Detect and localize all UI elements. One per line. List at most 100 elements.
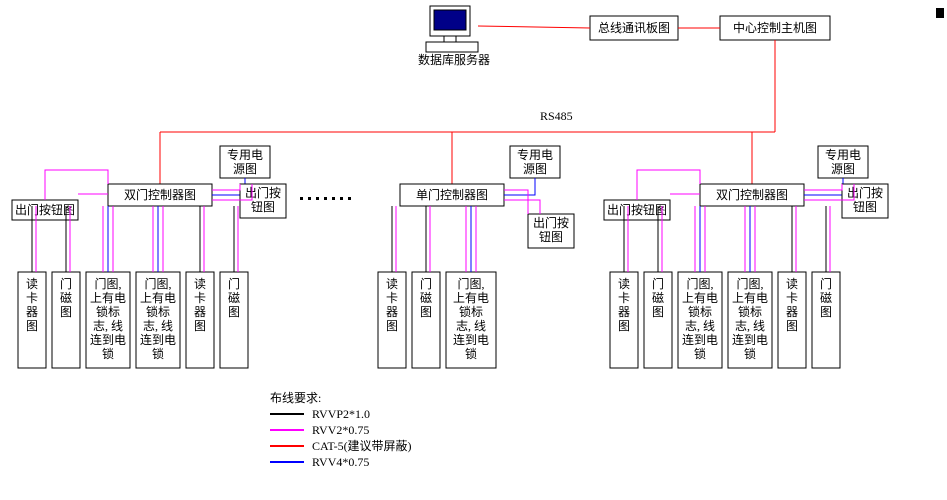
svg-text:图: 图 — [420, 305, 432, 319]
svg-text:磁: 磁 — [228, 290, 240, 305]
svg-text:图: 图 — [194, 319, 206, 333]
controller-2: 单门控制器图 — [400, 184, 504, 206]
svg-text:磁: 磁 — [820, 290, 832, 305]
svg-text:图: 图 — [652, 305, 664, 319]
svg-text:志, 线: 志, 线 — [143, 319, 173, 333]
svg-text:中心控制主机图: 中心控制主机图 — [733, 20, 817, 35]
svg-text:源图: 源图 — [831, 162, 855, 176]
svg-text:上有电: 上有电 — [682, 291, 718, 305]
svg-text:志, 线: 志, 线 — [93, 319, 123, 333]
svg-text:上有电: 上有电 — [732, 291, 768, 305]
svg-text:门图,: 门图, — [736, 276, 763, 291]
svg-text:双门控制器图: 双门控制器图 — [716, 187, 788, 202]
svg-text:卡: 卡 — [26, 291, 38, 305]
svg-text:读: 读 — [194, 277, 206, 291]
svg-text:锁标: 锁标 — [459, 304, 483, 319]
svg-text:上有电: 上有电 — [453, 291, 489, 305]
device-1-4: 读卡器图 — [186, 272, 214, 368]
svg-text:磁: 磁 — [420, 290, 432, 305]
svg-text:器: 器 — [386, 305, 398, 319]
marker — [936, 8, 944, 18]
device-3-2: 门图,上有电锁标志, 线连到电锁 — [678, 272, 722, 368]
svg-text:卡: 卡 — [618, 291, 630, 305]
device-3-5: 门磁图 — [812, 272, 840, 368]
svg-text:RS485: RS485 — [540, 109, 573, 123]
svg-text:图: 图 — [26, 319, 38, 333]
device-1-0: 读卡器图 — [18, 272, 46, 368]
svg-text:上有电: 上有电 — [90, 291, 126, 305]
device-1-5: 门磁图 — [220, 272, 248, 368]
svg-text:锁: 锁 — [694, 346, 706, 361]
svg-text:锁标: 锁标 — [738, 304, 762, 319]
svg-text:读: 读 — [386, 277, 398, 291]
svg-text:志, 线: 志, 线 — [685, 319, 715, 333]
svg-text:锁: 锁 — [152, 346, 164, 361]
svg-text:连到电: 连到电 — [90, 332, 126, 347]
svg-text:门图,: 门图, — [94, 276, 121, 291]
svg-text:器: 器 — [618, 305, 630, 319]
svg-text:门图,: 门图, — [686, 276, 713, 291]
svg-text:钮图: 钮图 — [539, 229, 563, 244]
svg-text:磁: 磁 — [652, 290, 664, 305]
svg-text:连到电: 连到电 — [140, 332, 176, 347]
controller-1: 双门控制器图 — [108, 184, 212, 206]
svg-text:器: 器 — [26, 305, 38, 319]
svg-text:门: 门 — [652, 276, 664, 291]
svg-text:器: 器 — [786, 305, 798, 319]
svg-text:单门控制器图: 单门控制器图 — [416, 187, 488, 202]
bus-comm-box: 总线通讯板图 — [590, 16, 678, 40]
svg-text:读: 读 — [618, 277, 630, 291]
svg-text:图: 图 — [228, 305, 240, 319]
svg-text:连到电: 连到电 — [453, 332, 489, 347]
host-ctrl-box: 中心控制主机图 — [720, 16, 830, 40]
exit-btn-R-2: 出门按钮图 — [528, 214, 574, 248]
svg-text:出门按: 出门按 — [533, 215, 569, 230]
svg-text:门图,: 门图, — [457, 276, 484, 291]
device-2-2: 门图,上有电锁标志, 线连到电锁 — [446, 272, 496, 368]
diagram-root: 数据库服务器总线通讯板图中心控制主机图RS485双门控制器图专用电源图出门按钮图… — [0, 0, 947, 500]
device-2-1: 门磁图 — [412, 272, 440, 368]
svg-text:RVV2*0.75: RVV2*0.75 — [312, 423, 369, 437]
svg-text:锁: 锁 — [102, 346, 114, 361]
svg-text:布线要求:: 布线要求: — [270, 391, 321, 405]
svg-text:图: 图 — [820, 305, 832, 319]
svg-text:专用电: 专用电 — [517, 147, 553, 162]
svg-text:专用电: 专用电 — [825, 147, 861, 162]
exit-btn-L-3: 出门按钮图 — [604, 200, 670, 220]
svg-text:卡: 卡 — [386, 291, 398, 305]
svg-text:图: 图 — [386, 319, 398, 333]
svg-text:CAT-5(建议带屏蔽): CAT-5(建议带屏蔽) — [312, 439, 412, 453]
svg-text:源图: 源图 — [523, 162, 547, 176]
device-3-4: 读卡器图 — [778, 272, 806, 368]
svg-text:门: 门 — [820, 276, 832, 291]
svg-text:门图,: 门图, — [144, 276, 171, 291]
device-1-1: 门磁图 — [52, 272, 80, 368]
svg-text:图: 图 — [60, 305, 72, 319]
psu-2: 专用电源图 — [510, 146, 560, 178]
device-3-0: 读卡器图 — [610, 272, 638, 368]
device-1-3: 门图,上有电锁标志, 线连到电锁 — [136, 272, 180, 368]
svg-text:器: 器 — [194, 305, 206, 319]
svg-text:上有电: 上有电 — [140, 291, 176, 305]
controller-3: 双门控制器图 — [700, 184, 804, 206]
svg-text:志, 线: 志, 线 — [735, 319, 765, 333]
device-2-0: 读卡器图 — [378, 272, 406, 368]
psu-1: 专用电源图 — [220, 146, 270, 178]
server-icon — [426, 6, 478, 52]
svg-text:出门按: 出门按 — [245, 185, 281, 200]
svg-text:总线通讯板图: 总线通讯板图 — [598, 21, 670, 35]
svg-text:锁: 锁 — [465, 346, 477, 361]
svg-text:连到电: 连到电 — [732, 332, 768, 347]
svg-text:数据库服务器: 数据库服务器 — [418, 52, 490, 67]
svg-text:RVV4*0.75: RVV4*0.75 — [312, 455, 369, 469]
svg-text:读: 读 — [26, 277, 38, 291]
device-3-1: 门磁图 — [644, 272, 672, 368]
svg-text:锁: 锁 — [744, 346, 756, 361]
svg-text:双门控制器图: 双门控制器图 — [124, 187, 196, 202]
exit-btn-R-1: 出门按钮图 — [240, 184, 286, 218]
svg-text:钮图: 钮图 — [251, 199, 275, 214]
svg-text:门: 门 — [60, 276, 72, 291]
svg-text:锁标: 锁标 — [96, 304, 120, 319]
svg-text:源图: 源图 — [233, 162, 257, 176]
svg-text:卡: 卡 — [786, 291, 798, 305]
